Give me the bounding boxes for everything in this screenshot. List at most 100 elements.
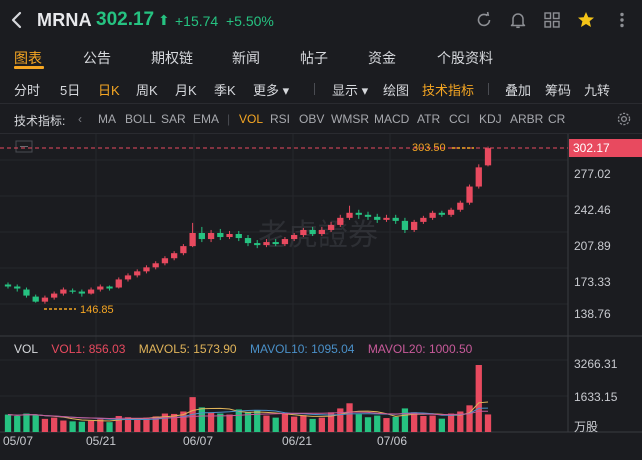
volume-bar <box>327 412 335 432</box>
technical-indicators-button[interactable]: 技术指标 <box>422 83 475 98</box>
candle-body <box>309 229 316 234</box>
indicator-cci[interactable]: CCI <box>449 112 470 126</box>
volume-bar <box>466 405 473 432</box>
indicator-vol[interactable]: VOL <box>239 112 264 126</box>
volume-bar <box>78 421 85 432</box>
candle-body <box>327 224 335 230</box>
indicator-atr[interactable]: ATR <box>417 112 441 126</box>
volume-axis-label: 1633.15 <box>574 390 618 404</box>
candle-body <box>217 232 224 238</box>
period-weekly[interactable]: 周K <box>136 83 158 98</box>
ticker-symbol: MRNA <box>37 10 92 30</box>
tab-announcements[interactable]: 公告 <box>83 50 111 66</box>
candlestick-chart[interactable]: 老虎證券 303.50 146.85 277.02 242.46 207.89 … <box>0 134 642 460</box>
candle-body <box>51 293 58 298</box>
price-axis-label: 138.76 <box>574 307 611 321</box>
candle-body <box>346 212 353 218</box>
volume-bar <box>161 413 169 432</box>
chips-button[interactable]: 筹码 <box>545 83 572 98</box>
indicator-ma[interactable]: MA <box>98 112 116 126</box>
period-intraday[interactable]: 分时 <box>14 83 41 98</box>
candle-body <box>364 214 372 217</box>
volume-bar <box>180 411 187 432</box>
indicator-boll[interactable]: BOLL <box>125 112 156 126</box>
volume-bar <box>475 365 482 432</box>
volume-bar <box>364 417 372 432</box>
price-axis-label: 242.46 <box>574 203 611 217</box>
candle-body <box>161 258 169 264</box>
volume-bar <box>346 403 353 432</box>
collapse-box-icon[interactable] <box>15 140 33 153</box>
indicator-obv[interactable]: OBV <box>299 112 325 126</box>
display-dropdown[interactable]: 显示 ▾ <box>332 83 369 98</box>
volume-bar <box>438 418 445 432</box>
candle-body <box>124 275 132 280</box>
separator <box>314 83 315 95</box>
volume-bar <box>244 411 252 432</box>
indicator-sar[interactable]: SAR <box>161 112 186 126</box>
tab-options[interactable]: 期权链 <box>151 50 193 66</box>
candle-body <box>355 212 362 215</box>
draw-button[interactable]: 绘图 <box>383 83 410 98</box>
volume-bar <box>484 414 492 432</box>
grid-icon[interactable] <box>542 10 562 30</box>
indicator-ema[interactable]: EMA <box>193 112 220 126</box>
last-price: 302.17 <box>96 9 155 30</box>
volume-bar <box>171 413 178 432</box>
overlay-button[interactable]: 叠加 <box>505 83 532 98</box>
up-arrow-icon: ⬆ <box>158 12 170 28</box>
volume-bar <box>134 418 141 432</box>
volume-bar <box>337 408 344 432</box>
tab-news[interactable]: 新闻 <box>232 50 260 66</box>
candle-body <box>60 289 67 294</box>
volume-bar <box>198 407 205 432</box>
candlestick-series <box>4 146 492 304</box>
tab-chart[interactable]: 图表 <box>14 50 42 66</box>
star-icon[interactable] <box>576 10 596 30</box>
divider <box>0 103 642 104</box>
price-axis-label: 207.89 <box>574 239 611 253</box>
volume-bar <box>152 416 159 432</box>
indicator-rsi[interactable]: RSI <box>270 112 291 126</box>
refresh-icon[interactable] <box>474 10 494 30</box>
settings-icon[interactable] <box>616 111 632 127</box>
mavol20-value: MAVOL20: 1000.50 <box>367 342 473 356</box>
candle-body <box>411 221 418 230</box>
period-monthly[interactable]: 月K <box>175 83 197 98</box>
indicator-cr[interactable]: CR <box>548 112 566 126</box>
volume-bar <box>87 420 95 432</box>
volume-bar <box>235 409 242 432</box>
more-icon[interactable] <box>612 10 632 30</box>
volume-bar <box>374 415 381 432</box>
td-sequential-button[interactable]: 九转 <box>584 83 611 98</box>
mavol5-value: MAVOL5: 1573.90 <box>138 342 237 356</box>
tab-stock-profile[interactable]: 个股资料 <box>437 50 493 66</box>
volume-bar <box>41 418 49 432</box>
candle-body <box>300 229 307 236</box>
period-quarterly[interactable]: 季K <box>214 83 236 98</box>
tab-capital-flow[interactable]: 资金 <box>368 50 396 66</box>
volume-bar <box>420 416 427 432</box>
candle-body <box>272 242 279 245</box>
tab-posts[interactable]: 帖子 <box>300 50 328 66</box>
chevron-left-icon[interactable]: ‹ <box>78 112 82 126</box>
volume-bar <box>318 417 325 432</box>
header: MRNA 302.17 ⬆ +15.74 +5.50% <box>0 0 642 40</box>
indicator-wmsr[interactable]: WMSR <box>331 112 369 126</box>
candle-body <box>32 296 39 302</box>
period-more-dropdown[interactable]: 更多 ▾ <box>253 83 290 98</box>
candle-body <box>87 289 95 294</box>
candle-body <box>392 217 399 221</box>
candle-body <box>475 167 482 187</box>
volume-bar <box>4 414 12 432</box>
indicator-kdj[interactable]: KDJ <box>479 112 502 126</box>
volume-bar <box>447 413 455 432</box>
bell-icon[interactable] <box>508 10 528 30</box>
indicator-arbr[interactable]: ARBR <box>510 112 544 126</box>
period-toolbar: 分时 5日 日K 周K 月K 季K 更多 ▾ 显示 ▾ 绘图 技术指标 叠加 筹… <box>0 75 642 101</box>
period-daily[interactable]: 日K <box>98 83 120 98</box>
period-5day[interactable]: 5日 <box>60 83 81 98</box>
back-arrow-icon[interactable] <box>6 9 28 31</box>
separator: | <box>227 112 231 126</box>
indicator-macd[interactable]: MACD <box>374 112 410 126</box>
